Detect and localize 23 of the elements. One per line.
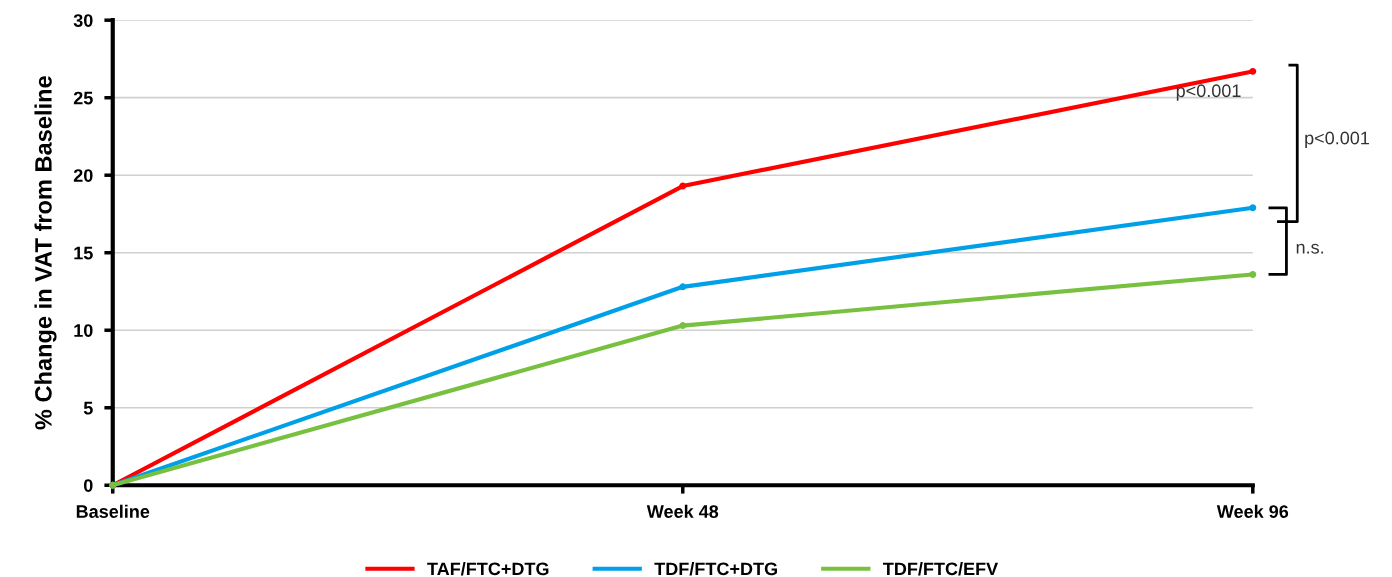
point: [1249, 67, 1257, 75]
text: p<0.001: [1305, 131, 1369, 148]
y-tick-label: 15: [74, 246, 93, 260]
y-tick-label: 20: [73, 169, 93, 182]
x-tick-label: Week 96: [1216, 504, 1289, 518]
point: [1249, 270, 1257, 278]
legend-label: TAF/FTC+DTG: [427, 561, 549, 576]
x-tick-label: Week 48: [646, 504, 719, 518]
point: [679, 182, 687, 190]
point: [679, 322, 687, 330]
x-tick-label: Baseline: [76, 504, 150, 518]
y-tick-label: 30: [73, 14, 93, 27]
y-tick-label: 25: [73, 91, 93, 105]
legend-label: TDF/FTC+DTG: [654, 561, 777, 576]
point: [679, 283, 687, 291]
y-tick-label: 0: [83, 479, 93, 492]
annotation: p<0.001: [1176, 84, 1241, 101]
y-tick-label: 5: [83, 401, 93, 415]
text: n.s.: [1296, 243, 1324, 254]
legend-label: TDF/FTC/EFV: [883, 561, 999, 576]
point: [1249, 204, 1257, 212]
y-axis-title: % Change in VAT from Baseline: [34, 76, 57, 430]
y-tick-label: 10: [74, 324, 93, 337]
